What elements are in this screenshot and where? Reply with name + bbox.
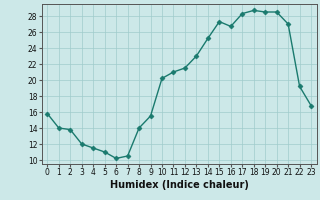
X-axis label: Humidex (Indice chaleur): Humidex (Indice chaleur) xyxy=(110,180,249,190)
